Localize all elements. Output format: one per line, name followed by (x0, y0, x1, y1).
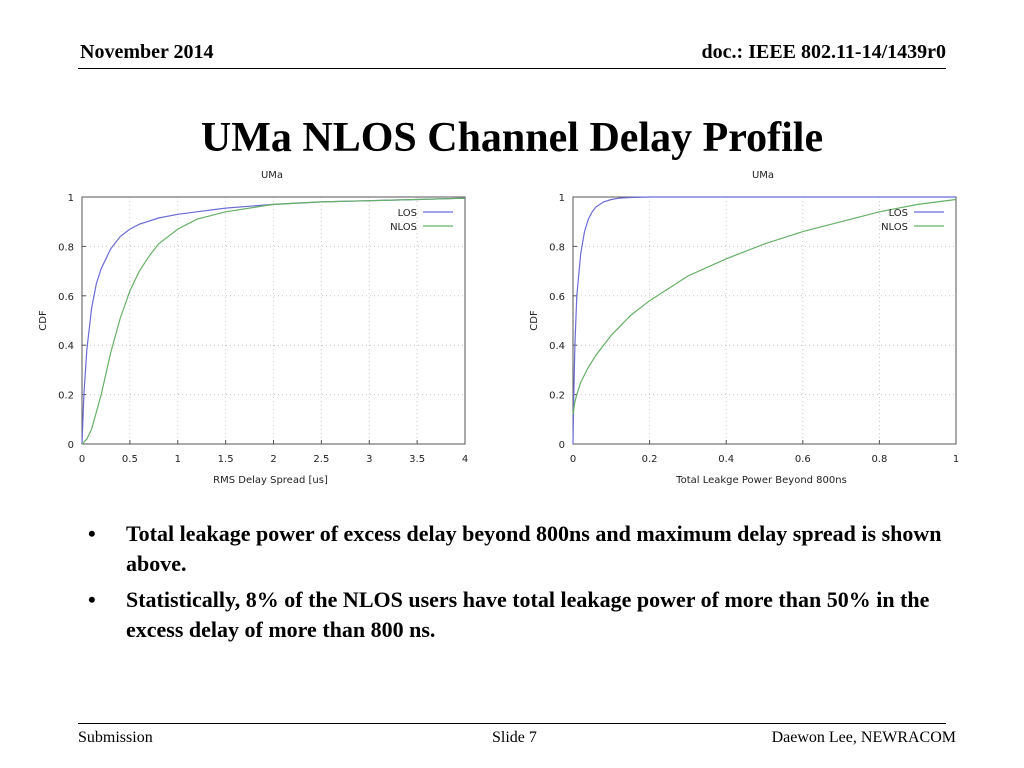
y-tick-label: 0.6 (549, 292, 565, 303)
x-tick-label: 2 (270, 454, 276, 465)
y-tick-label: 1 (559, 193, 565, 204)
y-axis-label: CDF (529, 310, 540, 331)
header-doc-id: doc.: IEEE 802.11-14/1439r0 (701, 41, 946, 63)
leakage-power-chart: 0 0.2 0.4 0.6 0.8 1 0 0.2 0.4 0.6 0.8 1 UMa Total Lea… (521, 160, 981, 500)
bullet-marker: • (88, 521, 96, 546)
header-date: November 2014 (80, 41, 214, 63)
x-tick-label: 1.5 (218, 454, 234, 465)
legend-label-nlos: NLOS (390, 222, 417, 233)
series-line-los (572, 196, 956, 445)
x-tick-label: 1 (953, 454, 959, 465)
series-line-nlos (81, 197, 466, 445)
bullet-text: Total leakage power of excess delay beyo… (126, 521, 942, 576)
x-tick-label: 3.5 (409, 454, 425, 465)
y-tick-label: 1 (68, 193, 74, 204)
x-tick-label: 0 (79, 454, 85, 465)
y-tick-label: 0.6 (58, 292, 74, 303)
chart-title: UMa (261, 170, 283, 181)
rms-delay-spread-chart: 0 0.5 1 1.5 2 2.5 3 3.5 4 0 0.2 0.4 0.6 0.8 1 UMa RMS De… (30, 160, 490, 500)
footer-submission: Submission (78, 729, 153, 746)
series-line-nlos (572, 198, 957, 415)
y-tick-label: 0 (68, 440, 74, 451)
x-tick-label: 0.5 (122, 454, 138, 465)
x-tick-label: 4 (462, 454, 468, 465)
x-tick-label: 2.5 (313, 454, 329, 465)
x-tick-label: 0.4 (718, 454, 734, 465)
footer-slide-number: Slide 7 (492, 729, 537, 746)
rms-delay-spread-chart-svg: 0 0.5 1 1.5 2 2.5 3 3.5 4 0 0.2 0.4 0.6 0.8 1 UMa RMS De… (38, 170, 468, 486)
bullet-list: • Total leakage power of excess delay be… (88, 519, 968, 651)
x-tick-label: 0.6 (795, 454, 811, 465)
x-tick-label: 3 (366, 454, 372, 465)
footer-author: Daewon Lee, NEWRACOM (771, 729, 956, 746)
bullet-item: • Total leakage power of excess delay be… (88, 519, 968, 579)
chart-title: UMa (752, 170, 774, 181)
y-tick-label: 0.8 (549, 242, 565, 253)
y-tick-label: 0.4 (549, 341, 565, 352)
leakage-power-chart-svg: 0 0.2 0.4 0.6 0.8 1 0 0.2 0.4 0.6 0.8 1 UMa Total Lea… (529, 170, 959, 486)
legend-label-los: LOS (889, 208, 908, 219)
x-tick-label: 1 (175, 454, 181, 465)
x-tick-label: 0 (570, 454, 576, 465)
y-tick-label: 0.4 (58, 341, 74, 352)
x-axis-label: RMS Delay Spread [us] (213, 475, 328, 486)
header-rule (78, 68, 946, 69)
y-axis-label: CDF (38, 310, 49, 331)
bullet-item: • Statistically, 8% of the NLOS users ha… (88, 585, 968, 645)
plot-frame (572, 196, 957, 445)
y-tick-label: 0.2 (549, 391, 565, 402)
plot-frame (81, 196, 466, 445)
x-tick-label: 0.2 (642, 454, 658, 465)
y-tick-label: 0.2 (58, 391, 74, 402)
y-tick-label: 0.8 (58, 242, 74, 253)
bullet-text: Statistically, 8% of the NLOS users have… (126, 587, 930, 642)
bullet-marker: • (88, 587, 96, 612)
x-axis-label: Total Leakge Power Beyond 800ns (675, 475, 847, 486)
x-tick-label: 0.8 (871, 454, 887, 465)
y-tick-label: 0 (559, 440, 565, 451)
footer-rule (78, 723, 946, 724)
legend-label-nlos: NLOS (881, 222, 908, 233)
slide-title: UMa NLOS Channel Delay Profile (200, 115, 824, 161)
legend-label-los: LOS (398, 208, 417, 219)
